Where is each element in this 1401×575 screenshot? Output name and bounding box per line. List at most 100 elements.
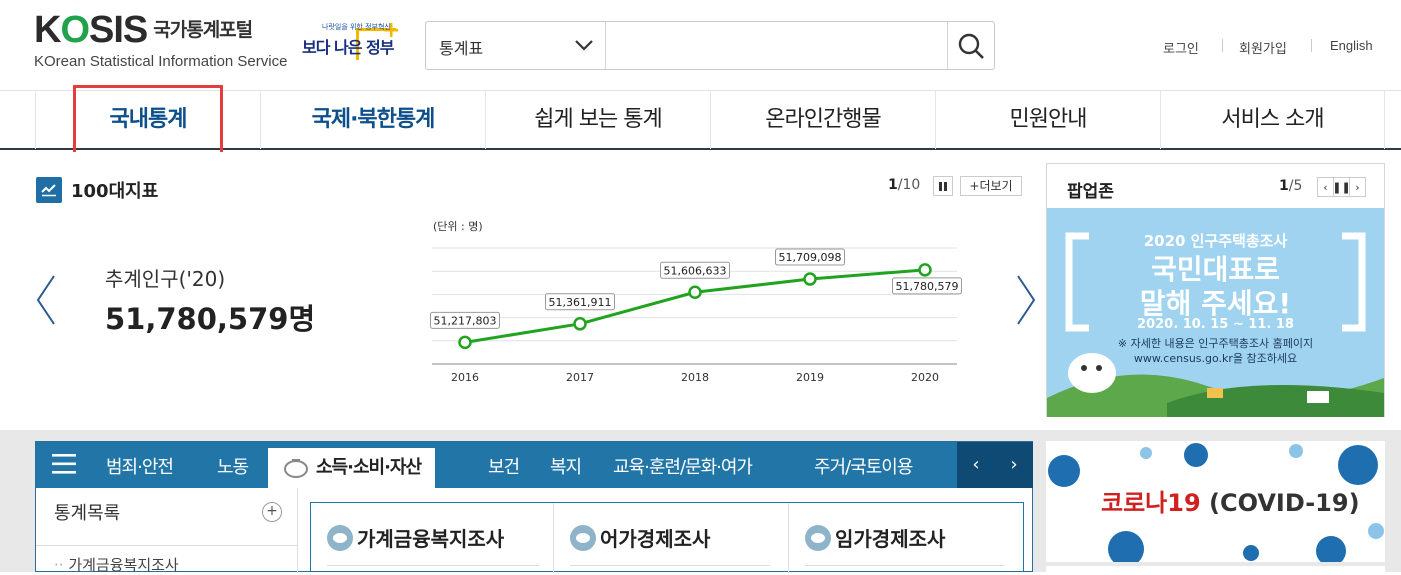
menu-icon[interactable] <box>52 453 76 475</box>
data-label: 51,361,911 <box>549 296 612 309</box>
indicator-value: 51,780,579명 <box>105 302 316 336</box>
x-tick-label: 2018 <box>681 371 709 384</box>
tab-labor[interactable]: 노동 <box>217 457 249 478</box>
tab-crime-safety[interactable]: 범죄·안전 <box>106 457 174 478</box>
banner-line5: ※ 자세한 내용은 인구주택총조사 홈페이지 <box>1117 337 1314 350</box>
category-tabbar: 범죄·안전 노동 소득·소비·자산 보건 복지 교육·훈련/문화·여가 주거/국… <box>36 442 1033 488</box>
banner-bracket-graphic <box>1047 232 1384 417</box>
nav-service-intro[interactable]: 서비스 소개 <box>1160 91 1385 149</box>
data-label: 51,217,803 <box>434 314 497 327</box>
indicator-name: 추계인구('20) <box>105 267 226 291</box>
piggy-bank-icon <box>805 524 831 551</box>
gov-logo: + 나랏일을 위한 정부혁신 보다 나은 정부 <box>300 18 400 64</box>
piggy-bank-icon <box>284 459 308 478</box>
english-link[interactable]: English <box>1330 38 1373 53</box>
survey-col-household[interactable]: 가계금융복지조사 <box>311 503 554 573</box>
tab-next-button[interactable]: › <box>995 442 1033 488</box>
tab-health[interactable]: 보건 <box>488 457 520 478</box>
nav-online-publications[interactable]: 온라인간행물 <box>710 91 935 149</box>
search-category-value: 통계표 <box>439 39 484 58</box>
x-tick-label: 2020 <box>911 371 939 384</box>
survey-col-fishery[interactable]: 어가경제조사 <box>554 503 789 573</box>
next-arrow-icon[interactable] <box>1010 270 1040 330</box>
banner-line6: www.census.go.kr을 참조하세요 <box>1133 352 1298 365</box>
chevron-down-icon <box>575 40 593 51</box>
sidebar-item-household-finance[interactable]: ·· 가계금융복지조사 <box>54 556 179 574</box>
piggy-bank-icon <box>570 524 596 551</box>
data-label-box <box>430 311 500 329</box>
data-point <box>458 335 472 350</box>
main-nav: 국내통계 국제·북한통계 쉽게 보는 통계 온라인간행물 민원안내 서비스 소개 <box>0 85 1401 163</box>
covid-label: 코로나19 (COVID-19) <box>1101 489 1360 517</box>
data-label: 51,606,633 <box>664 264 727 277</box>
piggy-bank-icon <box>327 524 353 551</box>
banner-line1: 2020 인구주택총조사 <box>1143 232 1288 250</box>
tab-prev-button[interactable]: ‹ <box>957 442 995 488</box>
popup-zone: 팝업존 1/5 ‹ ❚❚ › 2020 인구주택총조사 국민대표로 말해 주세요… <box>1046 163 1385 417</box>
gov-logo-text: 보다 나은 정부 <box>302 38 394 57</box>
data-point <box>918 263 932 277</box>
popup-title: 팝업존 <box>1067 182 1114 202</box>
x-tick-label: 2016 <box>451 371 479 384</box>
covid-banner[interactable]: 코로나19 (COVID-19) <box>1046 441 1385 562</box>
more-button[interactable]: +더보기 <box>960 176 1022 196</box>
popup-pause-icon[interactable]: ❚❚ <box>1332 177 1351 197</box>
header: KOSIS 국가통계포털 KOrean Statistical Informati… <box>0 0 1401 90</box>
data-point <box>573 317 587 331</box>
indicator-title: 100대지표 <box>36 177 158 203</box>
signup-link[interactable]: 회원가입 <box>1239 41 1287 56</box>
data-label-box <box>545 293 615 311</box>
search-button[interactable] <box>947 22 994 69</box>
expand-plus-icon[interactable]: + <box>262 502 282 522</box>
tab-housing-land[interactable]: 주거/국토이용 <box>814 457 913 478</box>
survey-columns: 가계금융복지조사 어가경제조사 임가경제조사 <box>310 502 1025 573</box>
indicator-pager: 1/10 <box>888 177 921 193</box>
banner-line3: 말해 주세요! <box>1139 287 1292 320</box>
data-point <box>688 285 702 300</box>
data-label-box <box>892 277 962 295</box>
search-category-select[interactable]: 통계표 <box>426 22 606 69</box>
gov-small-text: 나랏일을 위한 정부혁신 <box>322 23 391 31</box>
x-tick-label: 2017 <box>566 371 594 384</box>
nav-easy-stats[interactable]: 쉽게 보는 통계 <box>485 91 710 149</box>
population-line-chart: 2016 51,217,803 2017 51,361,911 2018 51,606,6… <box>430 247 962 384</box>
tab-education-culture[interactable]: 교육·훈련/문화·여가 <box>613 457 753 478</box>
data-label-box <box>660 261 730 279</box>
search-input[interactable] <box>607 22 948 69</box>
nav-civil-service[interactable]: 민원안내 <box>935 91 1160 149</box>
pause-button[interactable] <box>933 176 953 196</box>
pause-icon <box>939 181 947 191</box>
prev-arrow-icon[interactable] <box>32 270 62 330</box>
logo-text: KOSIS <box>34 9 148 51</box>
logo-sub: KOrean Statistical Information Service <box>34 53 288 70</box>
chart-icon <box>36 177 62 203</box>
banner-line2: 국민대표로 <box>1151 253 1280 286</box>
popup-pager: 1/5 <box>1279 178 1303 194</box>
util-divider <box>1222 39 1223 52</box>
census-banner[interactable]: 2020 인구주택총조사 국민대표로 말해 주세요! 2020. 10. 15 … <box>1047 208 1384 417</box>
tab-welfare[interactable]: 복지 <box>550 457 582 478</box>
util-divider <box>1311 39 1312 52</box>
login-link[interactable]: 로그인 <box>1163 41 1199 56</box>
nav-international-stats[interactable]: 국제·북한통계 <box>260 91 485 149</box>
tab-income-consumption-assets[interactable]: 소득·소비·자산 <box>268 448 436 488</box>
series-line <box>464 268 926 344</box>
popup-nav: ‹ ❚❚ › <box>1317 177 1366 197</box>
stats-list-sidebar: 통계목록 + ·· 가계금융복지조사 <box>36 488 298 574</box>
data-point <box>803 272 817 286</box>
category-panel: 범죄·안전 노동 소득·소비·자산 보건 복지 교육·훈련/문화·여가 주거/국… <box>35 441 1033 574</box>
popup-next-icon[interactable]: › <box>1349 177 1366 197</box>
sidebar-divider <box>36 545 298 546</box>
data-label-box <box>775 248 845 266</box>
survey-col-forestry[interactable]: 임가경제조사 <box>789 503 1025 573</box>
virus-graphic <box>1048 443 1384 562</box>
lower-banner-edge <box>1046 566 1385 572</box>
data-label: 51,780,579 <box>896 280 959 293</box>
kosis-logo[interactable]: KOSIS 국가통계포털 KOrean Statistical Informati… <box>34 10 287 70</box>
banner-line4: 2020. 10. 15 ~ 11. 18 <box>1137 317 1294 332</box>
nav-domestic-stats[interactable]: 국내통계 <box>35 91 260 149</box>
stats-list-title: 통계목록 <box>54 503 121 524</box>
data-label: 51,709,098 <box>779 251 842 264</box>
search-box: 통계표 <box>425 21 995 70</box>
logo-kr: 국가통계포털 <box>153 19 253 41</box>
